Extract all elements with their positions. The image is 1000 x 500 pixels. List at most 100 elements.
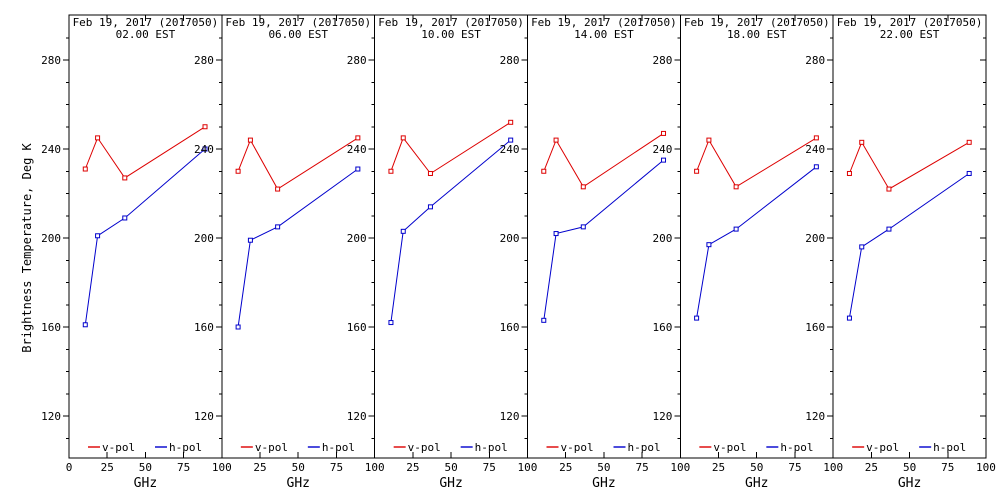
y-tick-label: 120 [194,410,214,423]
x-tick-label: 100 [823,461,843,474]
v-pol-marker [82,166,88,172]
h-pol-marker [859,244,865,250]
h-pol-marker [846,315,852,321]
h-pol-line [543,159,664,321]
x-axis-unit-label: GHz [898,476,921,491]
x-tick-label: 75 [788,461,801,474]
panel-subtitle: 06.00 EST [268,28,328,41]
h-pol-marker [388,320,394,326]
h-pol-marker [966,170,972,176]
h-pol-marker [580,224,586,230]
y-tick-label: 120 [500,410,520,423]
y-tick-label: 120 [805,410,825,423]
panel-subtitle: 02.00 EST [116,28,176,41]
y-tick-label: 200 [194,232,214,245]
y-tick-label: 240 [41,143,61,156]
h-pol-line [696,166,817,319]
x-tick-label: 25 [253,461,266,474]
y-tick-label: 160 [500,321,520,334]
x-tick-label: 100 [518,461,538,474]
h-pol-marker [813,164,819,170]
y-tick-label: 120 [652,410,672,423]
h-pol-line [848,173,970,319]
x-axis-unit-label: GHz [592,476,615,491]
y-tick-label: 200 [347,232,367,245]
v-pol-marker [886,186,892,192]
x-tick-label: 100 [976,461,996,474]
y-axis-title: Brightness Temperature, Deg K [20,143,34,353]
panel-subtitle: 14.00 EST [574,28,634,41]
legend-v-pol-label: v-pol [560,441,593,454]
x-tick-label: 75 [941,461,954,474]
x-axis-unit-label: GHz [134,476,157,491]
panel-title: Feb 19, 2017 (2017050) [837,16,983,29]
panel-title: Feb 19, 2017 (2017050) [684,16,830,29]
panel-title: Feb 19, 2017 (2017050) [225,16,371,29]
h-pol-line [84,148,206,325]
x-tick-label: 0 [66,461,73,474]
x-tick-label: 50 [292,461,305,474]
legend-v-pol-label: v-pol [713,441,746,454]
y-tick-label: 240 [652,143,672,156]
legend-h-pol-label: h-pol [780,441,813,454]
h-pol-marker [706,242,712,248]
h-pol-marker [733,226,739,232]
x-tick-label: 50 [139,461,152,474]
v-pol-marker [859,139,865,145]
y-tick-label: 280 [194,54,214,67]
v-pol-line [543,132,664,188]
h-pol-marker [400,228,406,234]
legend-h-pol-label: h-pol [933,441,966,454]
y-tick-label: 280 [41,54,61,67]
x-tick-label: 50 [903,461,916,474]
y-tick-label: 160 [805,321,825,334]
h-pol-marker [355,166,361,172]
y-tick-label: 240 [347,143,367,156]
v-pol-line [390,121,511,175]
h-pol-marker [235,324,241,330]
h-pol-marker [122,215,128,221]
y-tick-label: 160 [652,321,672,334]
legend-v-pol-label: v-pol [866,441,899,454]
legend-h-pol-label: h-pol [475,441,508,454]
x-tick-label: 25 [406,461,419,474]
v-pol-marker [247,137,253,143]
v-pol-line [696,137,817,188]
legend-h-pol-label: h-pol [322,441,355,454]
v-pol-marker [966,139,972,145]
x-tick-label: 100 [670,461,690,474]
h-pol-marker [541,317,547,323]
h-pol-marker [694,315,700,321]
h-pol-marker [508,137,514,143]
y-tick-label: 240 [194,143,214,156]
x-tick-label: 75 [483,461,496,474]
v-pol-marker [400,135,406,141]
v-pol-marker [202,124,208,130]
v-pol-line [237,137,359,190]
v-pol-marker [553,137,559,143]
v-pol-marker [694,168,700,174]
v-pol-marker [846,170,852,176]
x-tick-label: 75 [177,461,190,474]
v-pol-marker [580,184,586,190]
h-pol-marker [427,204,433,210]
h-pol-line [237,168,359,328]
v-pol-marker [235,168,241,174]
x-tick-label: 25 [101,461,114,474]
panel-frame [832,14,987,459]
h-pol-marker [886,226,892,232]
v-pol-marker [706,137,712,143]
legend-v-pol-label: v-pol [255,441,288,454]
y-tick-label: 200 [805,232,825,245]
v-pol-marker [541,168,547,174]
y-tick-label: 120 [41,410,61,423]
y-tick-label: 200 [41,232,61,245]
x-tick-label: 100 [365,461,385,474]
h-pol-marker [202,146,208,152]
x-tick-label: 25 [559,461,572,474]
h-pol-marker [275,224,281,230]
legend-h-pol-label: h-pol [169,441,202,454]
v-pol-marker [661,130,667,136]
